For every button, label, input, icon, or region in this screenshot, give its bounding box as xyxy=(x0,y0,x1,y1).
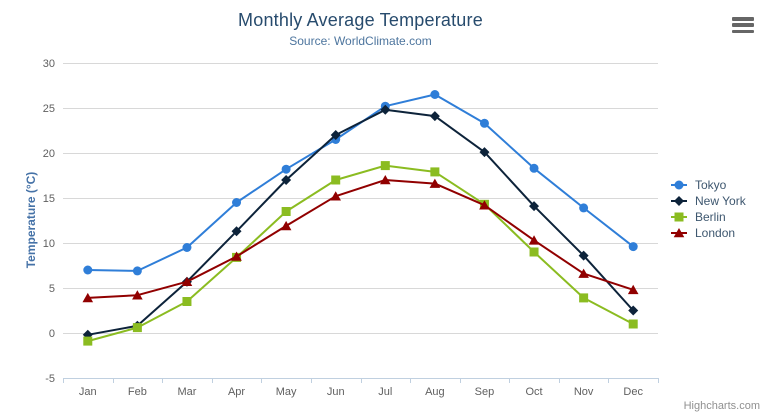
data-point-berlin[interactable] xyxy=(132,323,142,333)
data-point-tokyo[interactable] xyxy=(479,118,489,128)
data-point-tokyo[interactable] xyxy=(579,203,589,213)
x-axis-tick-label: Feb xyxy=(128,386,147,398)
data-point-tokyo[interactable] xyxy=(529,163,539,173)
x-axis-tick-label: Apr xyxy=(228,386,245,398)
x-axis-tick-label: Oct xyxy=(525,386,542,398)
data-point-berlin[interactable] xyxy=(331,175,341,185)
data-point-berlin[interactable] xyxy=(281,207,291,216)
data-point-new-york[interactable] xyxy=(231,226,242,237)
data-point-london[interactable] xyxy=(528,235,540,245)
legend-item-berlin[interactable]: Berlin xyxy=(670,209,746,225)
data-point-london[interactable] xyxy=(231,251,242,261)
legend-label: Tokyo xyxy=(695,178,727,192)
data-point-new-york[interactable] xyxy=(281,175,292,185)
data-point-london[interactable] xyxy=(280,220,292,231)
legend-marker-icon xyxy=(671,196,687,206)
data-point-new-york[interactable] xyxy=(330,130,341,140)
data-point-tokyo[interactable] xyxy=(132,266,142,276)
legend-label: New York xyxy=(695,194,746,208)
data-point-berlin[interactable] xyxy=(628,319,638,329)
data-point-london[interactable] xyxy=(429,178,441,188)
data-point-tokyo[interactable] xyxy=(281,164,291,174)
y-axis-tick-label: 25 xyxy=(43,103,55,115)
legend-label: Berlin xyxy=(695,210,726,224)
y-axis-title: Temperature (°C) xyxy=(24,171,38,269)
data-point-new-york[interactable] xyxy=(380,104,391,115)
legend-marker-shape xyxy=(674,212,684,222)
y-axis-tick-label: -5 xyxy=(45,373,55,385)
y-axis-tick-label: 15 xyxy=(43,193,55,205)
y-axis-tick-label: 10 xyxy=(43,238,55,250)
hamburger-icon xyxy=(732,17,754,21)
y-axis-tick-label: 0 xyxy=(49,328,55,340)
data-point-berlin[interactable] xyxy=(380,161,390,171)
x-axis-tick-label: Aug xyxy=(425,386,445,398)
data-point-berlin[interactable] xyxy=(430,167,440,177)
data-point-london[interactable] xyxy=(132,290,143,300)
x-axis-tick-label: Jul xyxy=(378,386,392,398)
data-point-london[interactable] xyxy=(379,175,391,185)
data-point-berlin[interactable] xyxy=(182,297,192,306)
data-point-new-york[interactable] xyxy=(429,111,440,122)
legend-marker-shape xyxy=(674,196,684,206)
chart-context-menu-button[interactable] xyxy=(732,17,754,33)
chart-subtitle: Source: WorldClimate.com xyxy=(289,34,432,48)
data-point-new-york[interactable] xyxy=(578,250,589,261)
legend-label: London xyxy=(695,226,736,240)
legend-item-new-york[interactable]: New York xyxy=(670,193,746,209)
data-point-tokyo[interactable] xyxy=(430,90,440,99)
plot-area[interactable] xyxy=(63,63,658,378)
data-point-london[interactable] xyxy=(578,268,589,278)
y-axis-tick-label: 5 xyxy=(49,283,55,295)
chart-title: Monthly Average Temperature xyxy=(238,10,483,30)
legend-item-london[interactable]: London xyxy=(670,225,746,241)
series-line-berlin[interactable] xyxy=(86,164,635,343)
x-axis-tick-label: May xyxy=(276,386,297,398)
legend: Tokyo New York Berlin London xyxy=(670,177,746,241)
data-point-london[interactable] xyxy=(627,284,639,295)
hamburger-icon xyxy=(732,23,754,27)
y-axis-tick-label: 20 xyxy=(43,148,55,160)
data-point-london[interactable] xyxy=(82,292,94,303)
data-point-berlin[interactable] xyxy=(83,336,93,346)
x-axis-tick-label: Dec xyxy=(623,386,643,398)
data-point-new-york[interactable] xyxy=(479,147,490,158)
legend-item-tokyo[interactable]: Tokyo xyxy=(670,177,746,193)
data-point-london[interactable] xyxy=(330,191,342,201)
series-line-london[interactable] xyxy=(86,179,635,299)
data-point-berlin[interactable] xyxy=(579,293,589,303)
data-point-new-york[interactable] xyxy=(529,201,540,212)
y-axis-tick-label: 30 xyxy=(43,58,55,70)
x-axis-tick-label: Sep xyxy=(475,386,495,398)
data-point-london[interactable] xyxy=(479,200,490,210)
legend-marker-icon xyxy=(671,212,687,222)
x-axis-tick-label: Jan xyxy=(79,386,97,398)
legend-marker-shape xyxy=(673,228,685,238)
data-point-new-york[interactable] xyxy=(628,305,639,316)
data-point-tokyo[interactable] xyxy=(232,198,242,207)
x-axis-tick-label: Jun xyxy=(327,386,345,398)
hamburger-icon xyxy=(732,29,754,33)
legend-marker-icon xyxy=(671,180,687,190)
data-point-tokyo[interactable] xyxy=(83,265,93,275)
data-point-tokyo[interactable] xyxy=(628,242,638,252)
x-axis-tick-label: Nov xyxy=(574,386,594,398)
legend-marker-shape xyxy=(674,180,684,190)
x-axis-tick-label: Mar xyxy=(177,386,196,398)
data-point-berlin[interactable] xyxy=(529,247,539,257)
data-point-london[interactable] xyxy=(181,276,193,286)
legend-marker-icon xyxy=(671,228,687,238)
highcharts-credits-link[interactable]: Highcharts.com xyxy=(683,400,760,412)
data-point-tokyo[interactable] xyxy=(182,243,192,252)
series-line-new-york[interactable] xyxy=(86,108,635,336)
